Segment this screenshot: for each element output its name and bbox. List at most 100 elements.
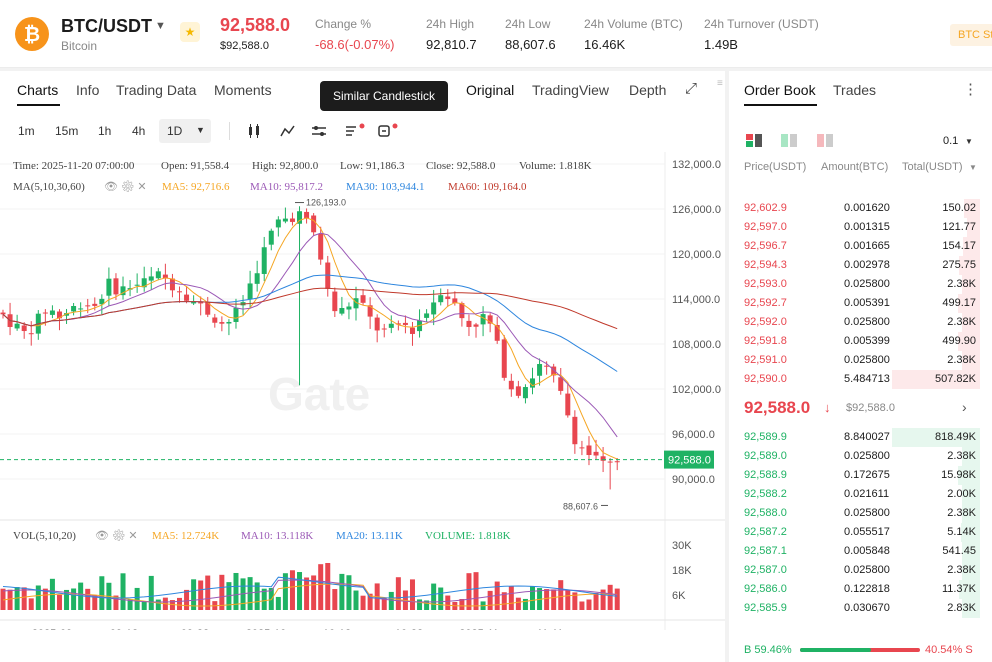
bid-row[interactable]: 92,589.0 0.025800 2.38K (729, 447, 992, 466)
tf-1d[interactable]: 1D (167, 124, 183, 138)
precision-chevron-icon[interactable]: ▼ (965, 137, 973, 146)
depth-bar (958, 256, 980, 275)
tab-trades[interactable]: Trades (833, 82, 877, 98)
btc-badge[interactable]: BTC St (950, 24, 992, 46)
ask-row[interactable]: 92,592.0 0.025800 2.38K (729, 313, 992, 332)
indicator-icon[interactable] (280, 125, 295, 137)
candle-body (607, 461, 613, 463)
tf-4h[interactable]: 4h (132, 124, 146, 138)
view-bids-icon[interactable] (781, 134, 797, 147)
candle-body (268, 230, 274, 245)
view-both-icon[interactable] (746, 134, 762, 147)
tab-trading-data[interactable]: Trading Data (116, 82, 197, 98)
fullscreen-icon[interactable]: ⤢ (685, 80, 698, 97)
candle-body (275, 219, 281, 228)
candle-body (494, 325, 500, 341)
candle-body (459, 303, 465, 319)
volume-bar (7, 589, 13, 610)
candle-body (614, 461, 620, 463)
ma-label: MA(5,10,30,60) (13, 181, 85, 193)
ask-row[interactable]: 92,602.9 0.001620 150.02 (729, 199, 992, 218)
similar-candlestick-icon[interactable] (378, 123, 398, 137)
volume-bar (572, 592, 578, 610)
tf-chevron-down-icon[interactable]: ▼ (196, 125, 205, 135)
vol-tick-label: 18K (672, 565, 692, 577)
volume-ma-line (2, 583, 618, 607)
ask-row[interactable]: 92,591.0 0.025800 2.38K (729, 351, 992, 370)
ma-visibility-icons[interactable]: 👁 ⚙ ✕ (104, 181, 147, 193)
order-price: 92,596.7 (744, 240, 787, 252)
order-price: 92,586.0 (744, 583, 787, 595)
volume-bar (409, 579, 415, 610)
volume-bar (0, 588, 6, 610)
volume-bar (247, 577, 253, 610)
candle-body (134, 284, 140, 286)
bid-row[interactable]: 92,587.1 0.005848 541.45 (729, 542, 992, 561)
view-original[interactable]: Original (466, 82, 515, 98)
volume-bar (593, 592, 599, 610)
order-total: 818.49K (935, 431, 976, 443)
tab-moments[interactable]: Moments (214, 82, 272, 98)
precision-select[interactable]: 0.1 (943, 135, 959, 147)
bid-row[interactable]: 92,587.0 0.025800 2.38K (729, 561, 992, 580)
volume-bar (459, 599, 465, 610)
candle-body (374, 317, 380, 331)
ask-row[interactable]: 92,596.7 0.001665 154.17 (729, 237, 992, 256)
volume-bar (311, 575, 317, 610)
pair-selector[interactable]: BTC/USDT (61, 16, 152, 36)
chevron-down-icon[interactable]: ▼ (155, 20, 166, 32)
ask-row[interactable]: 92,597.0 0.001315 121.77 (729, 218, 992, 237)
candle-body (551, 366, 557, 376)
candle-body (226, 321, 232, 324)
candle-body (515, 386, 521, 396)
candle-type-icon[interactable] (249, 124, 259, 138)
tf-15m[interactable]: 15m (55, 124, 79, 138)
collapse-icon[interactable]: ≡ (717, 78, 723, 89)
tf-1m[interactable]: 1m (18, 124, 35, 138)
bid-row[interactable]: 92,588.9 0.172675 15.98K (729, 466, 992, 485)
bid-row[interactable]: 92,585.9 0.030670 2.83K (729, 599, 992, 618)
buy-sell-bar (800, 648, 920, 652)
volume-bar (233, 572, 239, 610)
candle-body (452, 298, 458, 304)
depth-bar (958, 332, 980, 351)
ask-row[interactable]: 92,590.0 5.484713 507.82K (729, 370, 992, 389)
more-options-icon[interactable]: ⋮ (963, 81, 978, 98)
favorite-star-icon[interactable]: ★ (180, 22, 200, 42)
order-price: 92,588.0 (744, 507, 787, 519)
view-depth[interactable]: Depth (629, 82, 667, 98)
tab-charts[interactable]: Charts (17, 82, 59, 98)
buy-ratio: B 59.46% (744, 644, 792, 656)
volume-bar (551, 589, 557, 610)
bid-row[interactable]: 92,588.0 0.025800 2.38K (729, 504, 992, 523)
bid-row[interactable]: 92,588.2 0.021611 2.00K (729, 485, 992, 504)
ask-row[interactable]: 92,592.7 0.005391 499.17 (729, 294, 992, 313)
volume-bar (219, 574, 225, 610)
ask-row[interactable]: 92,593.0 0.025800 2.38K (729, 275, 992, 294)
chevron-right-icon[interactable]: › (962, 399, 967, 415)
volume-bar (360, 595, 366, 610)
tab-info[interactable]: Info (76, 82, 100, 98)
drawing-tool-icon[interactable] (346, 123, 365, 136)
volume-bar (92, 594, 98, 610)
ask-row[interactable]: 92,591.8 0.005399 499.90 (729, 332, 992, 351)
candlestick-chart[interactable]: 132,000.0 126,000.0 120,000.0 114,000.0 108,… (0, 152, 725, 630)
ask-row[interactable]: 92,594.3 0.002978 275.75 (729, 256, 992, 275)
tab-order-book[interactable]: Order Book (744, 82, 816, 98)
bid-row[interactable]: 92,586.0 0.122818 11.37K (729, 580, 992, 599)
vol-ma20: MA20: 13.11K (336, 530, 403, 542)
vol-volume: VOLUME: 1.818K (425, 530, 511, 542)
bid-row[interactable]: 92,589.9 8.840027 818.49K (729, 428, 992, 447)
settings-sliders-icon[interactable] (312, 126, 326, 136)
order-amount: 0.025800 (844, 507, 890, 519)
bitcoin-icon: ₿ (15, 17, 49, 51)
total-chevron-icon[interactable]: ▼ (969, 163, 977, 172)
view-tradingview[interactable]: TradingView (532, 82, 610, 98)
order-price: 92,587.1 (744, 545, 787, 557)
vol-visibility-icons[interactable]: 👁 ⚙ ✕ (95, 530, 138, 542)
bid-row[interactable]: 92,587.2 0.055517 5.14K (729, 523, 992, 542)
tf-1h[interactable]: 1h (98, 124, 112, 138)
x-tick-label: 10-12 (323, 628, 351, 630)
volume-bar (367, 593, 373, 610)
view-asks-icon[interactable] (817, 134, 833, 147)
